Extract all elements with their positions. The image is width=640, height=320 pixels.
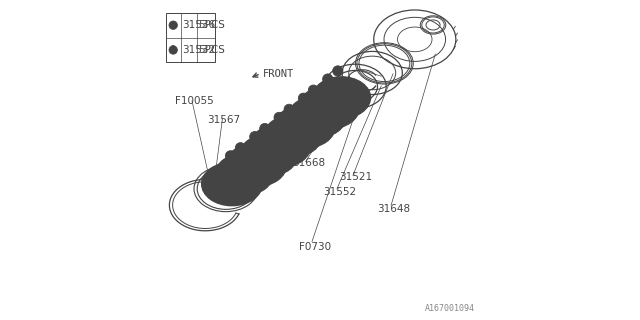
Text: 5PCS: 5PCS	[198, 20, 225, 30]
Text: 31648: 31648	[378, 204, 411, 214]
Circle shape	[236, 143, 246, 153]
Circle shape	[274, 112, 284, 123]
Ellipse shape	[299, 104, 335, 130]
Text: 31668: 31668	[292, 157, 325, 168]
Text: 5PCS: 5PCS	[198, 45, 225, 55]
Text: 2: 2	[171, 45, 175, 54]
Text: 2: 2	[252, 132, 257, 141]
Ellipse shape	[288, 96, 346, 138]
Text: 1: 1	[287, 105, 292, 114]
Ellipse shape	[215, 154, 273, 195]
Text: 2: 2	[301, 94, 306, 103]
Circle shape	[260, 124, 270, 134]
Ellipse shape	[264, 115, 322, 157]
Circle shape	[308, 85, 319, 95]
Ellipse shape	[250, 124, 311, 167]
Circle shape	[333, 66, 343, 76]
Circle shape	[250, 132, 260, 142]
Ellipse shape	[275, 123, 311, 149]
Circle shape	[169, 21, 177, 29]
Ellipse shape	[238, 152, 275, 178]
Ellipse shape	[287, 113, 323, 140]
Text: 31532: 31532	[182, 45, 216, 55]
Circle shape	[225, 151, 236, 161]
Text: 31536: 31536	[182, 20, 216, 30]
Ellipse shape	[275, 105, 335, 148]
Text: 31521: 31521	[339, 172, 372, 182]
Ellipse shape	[226, 162, 262, 187]
Text: F0730: F0730	[300, 242, 332, 252]
Text: 2: 2	[325, 75, 330, 84]
Text: A167001094: A167001094	[425, 304, 475, 313]
Circle shape	[284, 104, 294, 115]
Bar	[166, 13, 215, 62]
Text: 1: 1	[311, 86, 316, 95]
Ellipse shape	[323, 85, 360, 110]
Ellipse shape	[311, 94, 348, 120]
Text: 1: 1	[335, 67, 340, 76]
Text: 31567: 31567	[207, 115, 241, 125]
Ellipse shape	[202, 162, 262, 206]
Text: 1: 1	[262, 124, 268, 133]
Ellipse shape	[312, 77, 371, 118]
Ellipse shape	[299, 85, 360, 129]
Ellipse shape	[262, 132, 299, 159]
Text: F10055: F10055	[175, 96, 214, 106]
Text: 1: 1	[238, 143, 243, 152]
Text: 1: 1	[171, 21, 175, 30]
Text: 31552: 31552	[323, 187, 356, 197]
Ellipse shape	[250, 142, 287, 168]
Circle shape	[323, 74, 333, 84]
Ellipse shape	[226, 143, 287, 187]
Text: 2: 2	[228, 151, 233, 160]
Ellipse shape	[214, 171, 250, 197]
Circle shape	[169, 46, 177, 54]
Circle shape	[298, 93, 308, 103]
Ellipse shape	[239, 134, 298, 176]
Text: FRONT: FRONT	[262, 68, 294, 79]
Text: 2: 2	[276, 113, 282, 122]
